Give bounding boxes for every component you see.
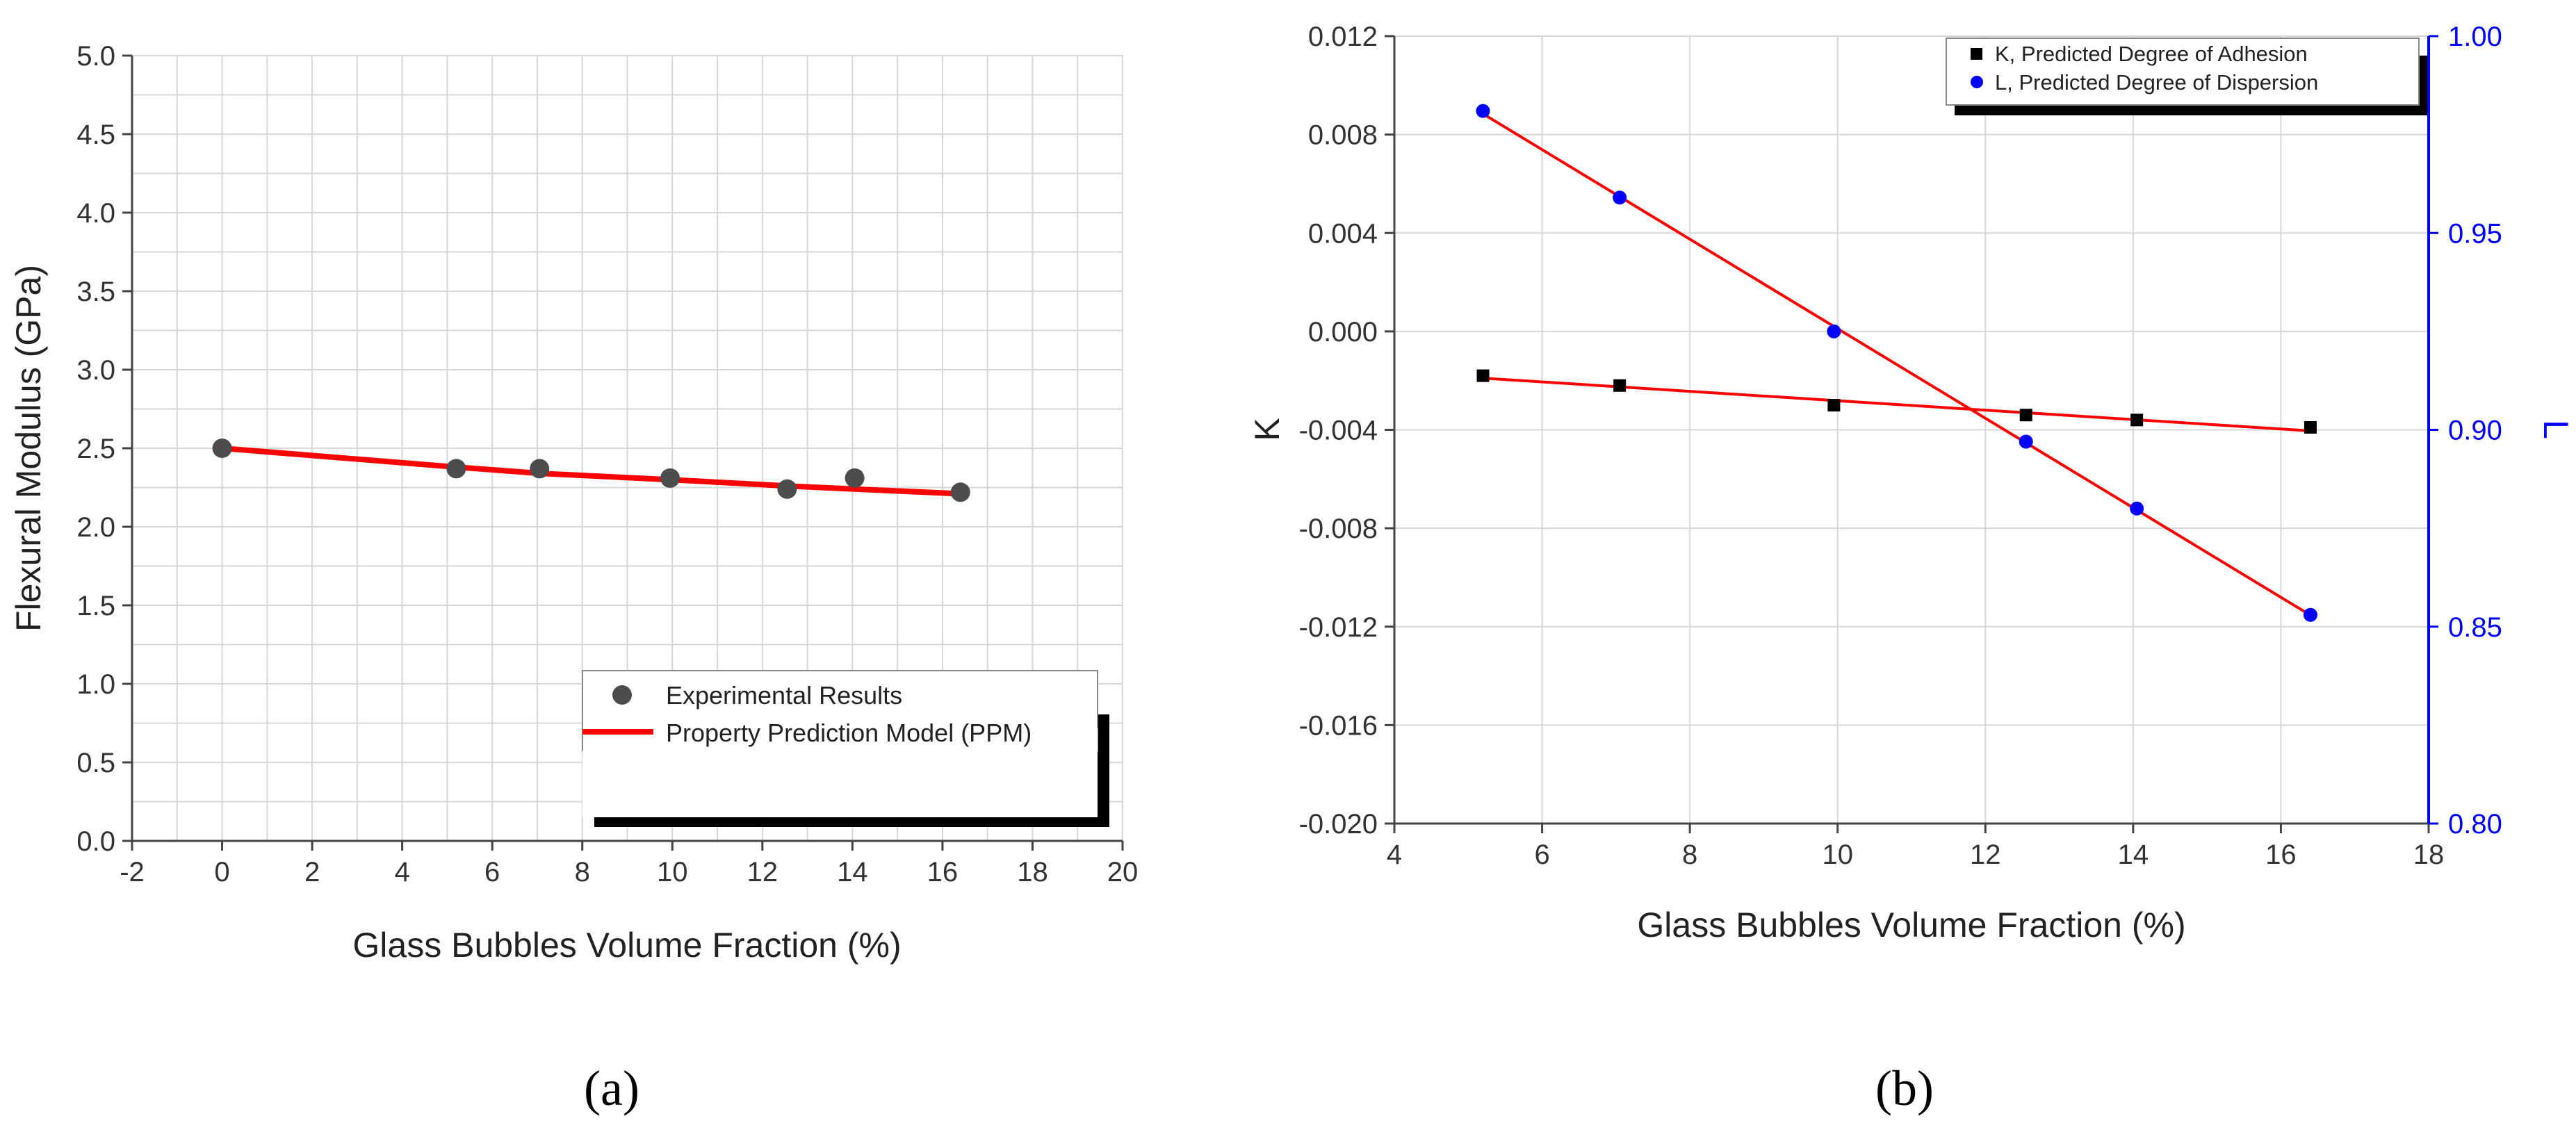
chart-a-legend-entry-0: Experimental Results (666, 681, 902, 710)
chart-a-y-tick-label: 3.5 (76, 277, 115, 307)
chart-a-x-tick-label: 20 (1107, 857, 1139, 887)
chart-b-data-point-k (1613, 379, 1627, 392)
chart-b-y-tick-label: 0.000 (1308, 317, 1378, 347)
chart-a-y-tick-label: 1.0 (76, 669, 115, 700)
chart-a-legend-box-lower (582, 728, 1098, 817)
chart-b-y-tick-label: -0.012 (1299, 612, 1378, 643)
chart-b-data-point-l (2303, 607, 2317, 622)
chart-b-data-point-l (1476, 104, 1490, 118)
chart-a-data-point (950, 482, 970, 502)
chart-b-legend-square-marker (1971, 48, 1982, 60)
chart-a-legend-entry-1: Property Prediction Model (PPM) (666, 719, 1032, 747)
chart-b-y-tick-label: 0.008 (1308, 120, 1378, 151)
chart-b-legend-box (1946, 38, 2420, 106)
chart-b-legend-entry-0: K, Predicted Degree of Adhesion (1995, 42, 2308, 66)
chart-b-x-tick-label: 18 (2413, 840, 2445, 870)
chart-b-data-point-l (1613, 190, 1627, 205)
chart-b-data-point-l (2019, 434, 2033, 449)
chart-b-y2-tick-label: 0.95 (2448, 218, 2502, 249)
chart-b-y-tick-label: -0.016 (1299, 710, 1378, 741)
chart-a-series (212, 439, 970, 502)
chart-a-data-point (777, 479, 797, 499)
chart-a-y-tick-label: 3.0 (76, 355, 115, 386)
chart-b-y2-ticks: 0.80 0.85 0.90 0.95 1.00 (2429, 22, 2502, 840)
chart-a-y-tick-label: 0.5 (76, 748, 115, 778)
chart-a-y-tick-label: 4.0 (76, 198, 115, 229)
chart-a-caption: (a) (584, 1061, 639, 1116)
chart-b-y-tick-label: 0.004 (1308, 218, 1378, 249)
chart-a-x-tick-label: 8 (575, 857, 590, 887)
chart-b-data-point-k (1476, 369, 1490, 382)
chart-b-y-tick-label: -0.020 (1299, 809, 1378, 840)
chart-a-x-tick-label: 0 (214, 857, 229, 887)
chart-b-x-ticks: 4 6 8 10 12 14 16 18 (1387, 824, 2444, 870)
chart-a-x-tick-label: 14 (837, 857, 868, 887)
chart-b-y-tick-label: -0.004 (1299, 416, 1378, 446)
chart-b-x-tick-label: 14 (2118, 840, 2149, 870)
chart-b-caption: (b) (1875, 1061, 1934, 1116)
chart-b-data-point-k (2019, 409, 2032, 422)
chart-a-data-point (660, 468, 680, 488)
chart-a-data-point (446, 459, 466, 479)
chart-a-y-tick-label: 5.0 (76, 41, 115, 72)
chart-a-data-point (212, 439, 232, 458)
chart-b-x-tick-label: 8 (1682, 840, 1697, 870)
chart-a-y-axis-label: Flexural Modulus (GPa) (9, 265, 48, 632)
chart-b-data-point-k (1827, 399, 1841, 412)
chart-a: -2 0 2 4 6 8 10 12 14 16 18 20 0.0 0.5 1.0 1.5 2.0 2.5 3.… (9, 41, 1138, 1116)
chart-a-x-tick-label: 16 (927, 857, 959, 887)
chart-b-legend-entry-1: L, Predicted Degree of Dispersion (1995, 70, 2318, 95)
chart-b-data-point-l (1827, 324, 1841, 338)
chart-a-x-tick-label: 18 (1017, 857, 1048, 887)
chart-a-x-tick-label: 12 (747, 857, 778, 887)
chart-a-grid (131, 55, 1123, 842)
chart-b-y2-tick-label: 0.85 (2448, 612, 2502, 643)
chart-b-y2-tick-label: 0.90 (2448, 416, 2502, 446)
chart-a-x-ticks: -2 0 2 4 6 8 10 12 14 16 18 20 (120, 841, 1138, 887)
chart-a-y-tick-label: 1.5 (76, 591, 115, 621)
chart-b-series (1476, 104, 2317, 622)
chart-b-y-tick-label: -0.008 (1299, 514, 1378, 544)
chart-a-legend: Experimental Results Property Prediction… (582, 670, 1109, 827)
chart-a-x-tick-label: -2 (120, 857, 145, 887)
chart-a-y-ticks: 0.0 0.5 1.0 1.5 2.0 2.5 3.0 3.5 4.0 4.5 5.0 (76, 41, 132, 857)
chart-a-y-tick-label: 2.0 (76, 512, 115, 543)
chart-a-y-tick-label: 0.0 (76, 826, 115, 857)
chart-b-x-tick-label: 4 (1387, 840, 1402, 870)
chart-b-x-tick-label: 10 (1822, 840, 1853, 870)
chart-a-x-tick-label: 10 (657, 857, 688, 887)
chart-b-x-tick-label: 16 (2265, 840, 2297, 870)
chart-a-data-point (845, 468, 865, 488)
chart-b-x-axis-label: Glass Bubbles Volume Fraction (%) (1637, 906, 2185, 944)
chart-b-y-axis-label: K (1248, 418, 1287, 441)
chart-b-y2-tick-label: 0.80 (2448, 809, 2502, 840)
chart-b-legend: K, Predicted Degree of Adhesion L, Predi… (1946, 38, 2427, 115)
chart-a-x-tick-label: 2 (304, 857, 320, 887)
chart-b-y2-tick-label: 1.00 (2448, 22, 2502, 52)
chart-b: 4 6 8 10 12 14 16 18 -0.020-0.016-0.012-0.008-0… (1248, 22, 2575, 1116)
chart-a-data-point (530, 459, 550, 479)
chart-b-data-point-k (2304, 420, 2317, 434)
chart-a-x-tick-label: 4 (395, 857, 410, 887)
chart-a-x-tick-label: 6 (484, 857, 500, 887)
chart-b-data-point-l (2130, 501, 2144, 516)
chart-b-y-tick-label: 0.012 (1308, 22, 1378, 52)
chart-a-y-tick-label: 2.5 (76, 434, 115, 464)
chart-b-x-tick-label: 12 (1970, 840, 2001, 870)
chart-b-y2-axis-label: L (2536, 420, 2575, 439)
chart-a-y-tick-label: 4.5 (76, 120, 115, 150)
chart-a-x-axis-label: Glass Bubbles Volume Fraction (%) (352, 926, 901, 965)
chart-b-y-ticks: -0.020 -0.016 -0.012 -0.008 -0.004 0.000 0.004… (1299, 22, 1394, 840)
chart-b-legend-circle-marker (1971, 76, 1983, 88)
chart-b-data-point-k (2130, 413, 2144, 427)
chart-a-legend-scatter-marker (612, 685, 632, 705)
chart-b-x-tick-label: 6 (1534, 840, 1549, 870)
